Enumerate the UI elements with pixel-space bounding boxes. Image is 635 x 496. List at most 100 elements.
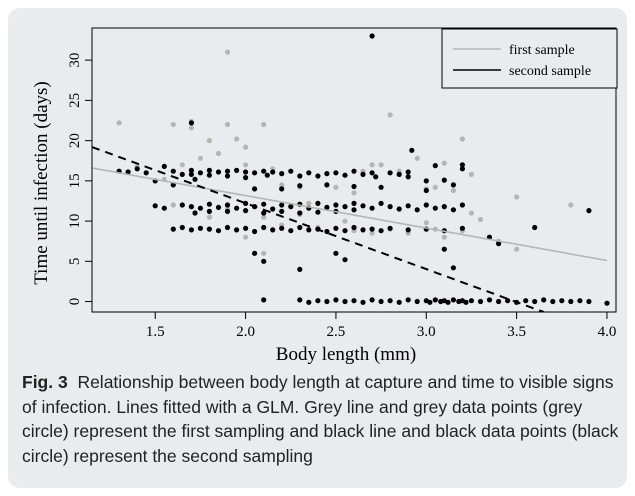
second-sample-point: [197, 205, 203, 211]
second-sample-point: [161, 205, 167, 211]
first-sample-point: [441, 160, 447, 166]
second-sample-point: [477, 298, 484, 305]
second-sample-point: [405, 203, 411, 209]
second-sample-point: [224, 202, 231, 208]
first-sample-point: [432, 184, 438, 190]
second-sample-point: [188, 171, 194, 177]
second-sample-point: [324, 228, 330, 235]
second-sample-point: [369, 297, 375, 303]
second-sample-point: [188, 167, 194, 173]
second-sample-point: [427, 299, 433, 305]
second-sample-point: [468, 298, 474, 304]
first-sample-point: [468, 210, 474, 216]
first-sample-point: [116, 120, 122, 126]
second-sample-point: [387, 170, 393, 176]
second-sample-point: [541, 297, 547, 303]
first-sample-point: [514, 246, 520, 252]
second-sample-point: [378, 228, 384, 234]
second-sample-point: [134, 166, 140, 172]
second-sample-point: [315, 298, 321, 304]
second-sample-point: [387, 298, 393, 304]
second-sample-point: [306, 227, 312, 233]
second-sample-point: [333, 250, 339, 256]
second-sample-point: [333, 225, 339, 231]
second-sample-point: [351, 168, 357, 174]
y-tick-label: 15: [67, 173, 83, 188]
x-tick-label: 1.5: [146, 324, 165, 340]
first-sample-point: [234, 136, 240, 142]
second-sample-point: [604, 300, 610, 306]
second-sample-point: [197, 170, 203, 176]
second-sample-point: [369, 33, 375, 39]
second-sample-point: [432, 163, 438, 169]
second-sample-point: [577, 298, 583, 304]
second-sample-point: [206, 208, 212, 214]
second-sample-point: [396, 206, 402, 212]
second-sample-point: [369, 205, 375, 211]
second-sample-point: [432, 297, 438, 303]
second-sample-point: [261, 168, 267, 174]
first-sample-point: [197, 155, 203, 161]
second-sample-point: [559, 298, 565, 304]
second-sample-point: [523, 298, 529, 304]
plot-frame: [91, 27, 617, 313]
second-sample-point: [188, 120, 194, 126]
second-sample-point: [243, 225, 249, 231]
second-sample-point: [192, 210, 198, 216]
x-tick-label: 3.5: [507, 324, 526, 340]
second-sample-point: [405, 169, 411, 175]
second-sample-point: [224, 224, 231, 231]
first-sample-point: [441, 234, 447, 240]
second-sample-point: [243, 175, 249, 181]
second-sample-point: [224, 208, 231, 214]
first-sample-point: [279, 182, 285, 188]
second-sample-point: [342, 172, 348, 178]
second-sample-point: [206, 167, 212, 173]
second-sample-point: [161, 163, 167, 169]
second-sample-point: [532, 224, 538, 231]
first-sample-point: [387, 112, 393, 118]
second-sample-point: [405, 174, 411, 180]
second-sample-point: [179, 202, 185, 208]
second-sample-point: [297, 224, 303, 231]
first-sample-point: [206, 138, 212, 144]
second-sample-point: [261, 258, 267, 264]
second-sample-point: [496, 241, 502, 247]
second-sample-point: [224, 173, 231, 179]
second-sample-point: [423, 178, 429, 184]
first-sample-point: [224, 49, 231, 55]
x-tick-label: 2.5: [327, 324, 346, 340]
second-sample-fit-line: [92, 146, 545, 312]
first-sample-point: [514, 194, 520, 200]
second-sample-point: [234, 205, 240, 211]
x-tick-label: 3.0: [417, 324, 436, 340]
second-sample-point: [252, 186, 258, 192]
first-sample-point: [224, 121, 231, 128]
first-sample-point: [333, 184, 339, 190]
second-sample-point: [324, 204, 330, 210]
second-sample-point: [405, 227, 411, 233]
second-sample-point: [360, 171, 366, 177]
first-sample-point: [243, 162, 249, 168]
second-sample-point: [170, 226, 176, 232]
second-sample-point: [405, 297, 411, 303]
second-sample-point: [270, 227, 276, 233]
second-sample-point: [270, 169, 276, 175]
first-sample-point: [179, 162, 185, 168]
second-sample-point: [324, 298, 330, 305]
first-sample-point: [369, 162, 375, 168]
second-sample-point: [532, 298, 538, 305]
second-sample-point: [188, 227, 194, 233]
first-sample-point: [351, 190, 357, 196]
second-sample-point: [215, 204, 222, 210]
second-sample-point: [261, 297, 267, 303]
first-sample-point: [243, 144, 249, 150]
legend-label-first: first sample: [509, 43, 575, 58]
y-tick-label: 5: [67, 258, 83, 266]
scatter-chart: 1.5 2.0 2.5 3.0 3.5 4.0 0 5 10 15 20 25 30 Body leng…: [31, 27, 618, 364]
first-sample-point: [477, 216, 484, 223]
second-sample-point: [342, 298, 348, 305]
second-sample-point: [234, 227, 240, 233]
second-sample-point: [463, 299, 469, 305]
second-sample-point: [315, 209, 321, 215]
